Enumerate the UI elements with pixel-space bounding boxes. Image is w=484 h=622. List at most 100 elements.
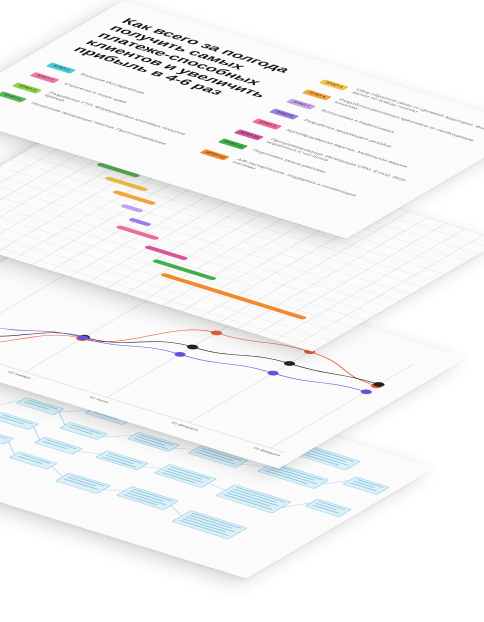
stage-chip: ЭТАП 9 [251,118,283,130]
flow-node-text-line [270,466,315,481]
flow-node-text-line [298,449,349,466]
flow-node [257,462,329,489]
flow-connector [0,400,22,410]
stage-chip: ЭТАП 5 [318,79,350,91]
flow-node-text-line [132,488,173,502]
stage-chip: ЭТАП 12 [199,149,231,161]
flow-node-text-line [201,448,243,461]
gantt-bar [111,190,158,206]
flow-node-text-line [198,449,234,461]
flow-node-text-line [273,464,324,481]
flow-node-text-line [295,451,340,466]
flow-node-text-line [182,518,227,533]
gantt-bar [151,258,218,281]
flow-node [172,510,247,539]
flow-node-text-line [0,429,8,440]
flow-node-text-line [17,455,43,464]
flow-connector [208,483,226,491]
variant-point [77,335,89,341]
flow-node-text-line [267,468,317,485]
flow-node-text-line [107,452,143,464]
flow-node-text-line [136,436,166,446]
flow-node-text-line [315,503,337,511]
variant-point [267,370,279,376]
flow-node [60,422,108,440]
flow-node-text-line [67,476,97,487]
flow-node [154,464,217,488]
flow-connector [77,451,102,455]
flow-node-text-line [195,451,236,465]
flow-connector [103,489,125,492]
flow-node-text-line [27,399,59,410]
stage-item: ЭТАП 5 Сбор обратной связи от Целевой Ауд… [317,79,484,138]
flow-connector [321,480,350,485]
flow-node-text-line [164,470,205,484]
flow-connector [58,410,91,413]
flow-node-text-line [188,514,233,529]
flow-node-text-line [104,454,134,465]
gantt-bar [119,203,145,213]
flow-node-text-line [126,492,167,506]
flow-connector [51,466,63,477]
flow-connector [174,448,195,450]
flow-node-text-line [63,478,99,490]
date-gridline [24,287,170,373]
flow-node [116,486,179,510]
flow-connector [142,466,163,469]
stage-item: ЭТАП 12 A/B-тестирование, поддержка и опт… [198,148,379,207]
stage-chip: ЭТАП 1 [45,62,77,74]
date-gridline [270,363,415,449]
flow-connector [7,441,15,455]
flow-node-text-line [24,401,50,410]
flow-node-text-line [185,516,236,533]
flow-node-text-line [318,501,346,510]
stage-chip: ЭТАП 4 [0,91,28,103]
flow-node-text-line [226,492,271,507]
flow-node-text-line [92,411,119,420]
stage-chip: ЭТАП 10 [233,129,265,141]
flow-connector [102,435,134,437]
flow-node-text-line [223,494,273,510]
stage-text: Разработка продающего дизайна [302,118,393,149]
stage-chip: ЭТАП 3 [11,82,43,94]
flow-node-text-line [356,479,384,488]
flow-node [343,476,389,495]
stage-chip: ЭТАП 8 [268,108,300,120]
flow-node-text-line [229,490,280,507]
time-axis [0,340,285,453]
stage-chip: ЭТАП 7 [285,98,317,110]
flow-node-text-line [70,424,102,435]
stage-item: ЭТАП 3 Разработка УТП. Формулировка ключе… [10,82,191,141]
flow-node-text-line [20,453,52,464]
flow-node-text-line [160,472,196,484]
stage-chip: ЭТАП 6 [301,89,333,101]
date-gridline [0,262,88,347]
variants-sheet: ВАРИАНТ 1ВАРИАНТ 2ВАРИАНТ 3 Сейчас01 янв… [0,230,468,469]
variant-point [186,344,199,350]
flow-node-text-line [312,504,340,514]
flow-node-text-line [123,494,158,506]
flow-node-text-line [67,426,93,435]
flow-node [9,451,57,470]
flow-node-text-line [70,475,105,487]
flow-node-text-line [170,466,211,480]
flow-node [16,397,64,415]
flow-node [0,426,14,445]
flow-node-text-line [264,470,309,485]
flow-node [305,499,352,517]
flow-node-text-line [179,520,229,536]
flow-connector [281,502,312,508]
gantt-bar [143,245,190,261]
flow-connector [241,463,266,468]
flow-node-text-line [167,468,202,480]
flow-node [216,484,291,514]
variants-graph [0,262,415,453]
flow-node-text-line [235,486,286,503]
flow-node-text-line [101,456,137,468]
stage-chip: ЭТАП 2 [29,72,60,84]
flow-node-text-line [0,416,25,425]
variant-point [210,330,223,336]
gantt-bar [114,225,161,241]
stage-item: ЭТАП 4 Написание продающих текстов. Прото… [0,91,168,146]
